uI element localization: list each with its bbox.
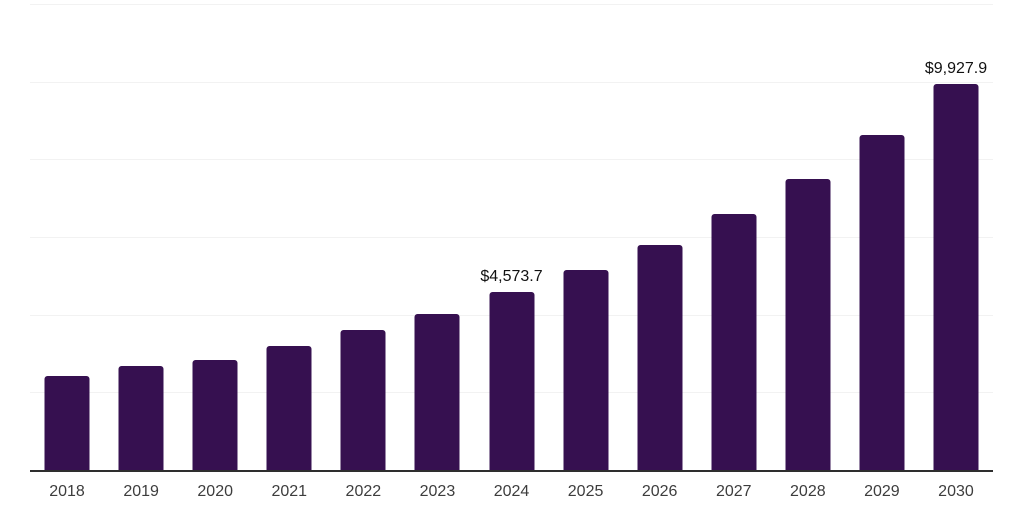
x-tick-label-2025: 2025 — [567, 483, 604, 500]
bar-2027 — [711, 213, 757, 470]
bar-value-label-2024: $4,573.7 — [480, 268, 543, 286]
bar-2025 — [563, 270, 609, 470]
x-tick-label-2019: 2019 — [123, 483, 159, 500]
bar-slot-2030: $9,927.9 — [919, 4, 993, 470]
x-tick-label-2028: 2028 — [790, 483, 826, 500]
plot-area: $4,573.7 $9,927.9 — [30, 4, 993, 472]
bars: $4,573.7 $9,927.9 — [30, 4, 993, 470]
bar-2018 — [44, 375, 90, 470]
bar-value-label-2030: $9,927.9 — [924, 60, 988, 78]
bar-slot-2029 — [845, 4, 919, 470]
bar-slot-2022 — [326, 4, 400, 470]
bar-2029 — [859, 135, 905, 470]
x-tick-label-2022: 2022 — [345, 483, 382, 500]
bar-slot-2021 — [252, 4, 326, 470]
gridline-8000 — [30, 159, 993, 161]
bar-slot-2028 — [771, 4, 845, 470]
x-tick-label-2024: 2024 — [493, 483, 530, 500]
bar-slot-2024: $4,573.7 — [474, 4, 548, 470]
gridline-10000 — [30, 81, 993, 83]
bar-slot-2025 — [549, 4, 623, 470]
x-tick-label-2029: 2029 — [864, 483, 900, 500]
gridline-12000 — [30, 4, 993, 5]
bar-slot-2026 — [623, 4, 697, 470]
bar-slot-2019 — [104, 4, 178, 470]
x-tick-label-2021: 2021 — [271, 483, 308, 500]
x-tick-label-2023: 2023 — [419, 483, 456, 500]
bar-2023 — [414, 314, 460, 470]
x-tick-label-2030: 2030 — [938, 483, 974, 500]
bar-2024 — [489, 292, 534, 470]
x-tick-label-2020: 2020 — [197, 483, 233, 500]
gridline-6000 — [30, 237, 993, 238]
x-tick-label-2018: 2018 — [49, 483, 85, 500]
x-tick-label-2027: 2027 — [715, 483, 752, 500]
bar-2030 — [933, 84, 979, 470]
bar-2026 — [637, 244, 683, 470]
bar-2019 — [118, 365, 164, 470]
bar-2028 — [785, 179, 831, 470]
bar-slot-2018 — [30, 4, 104, 470]
bar-slot-2027 — [697, 4, 771, 470]
x-tick-label-2026: 2026 — [641, 483, 678, 500]
bar-slot-2020 — [178, 4, 252, 470]
bar-2020 — [192, 359, 238, 470]
x-axis-labels: 2018 2019 2020 2021 2022 2023 2024 2025 2026 2027… — [30, 482, 993, 501]
bar-slot-2023 — [400, 4, 474, 470]
bar-2021 — [266, 345, 312, 470]
bar-2022 — [340, 330, 386, 470]
